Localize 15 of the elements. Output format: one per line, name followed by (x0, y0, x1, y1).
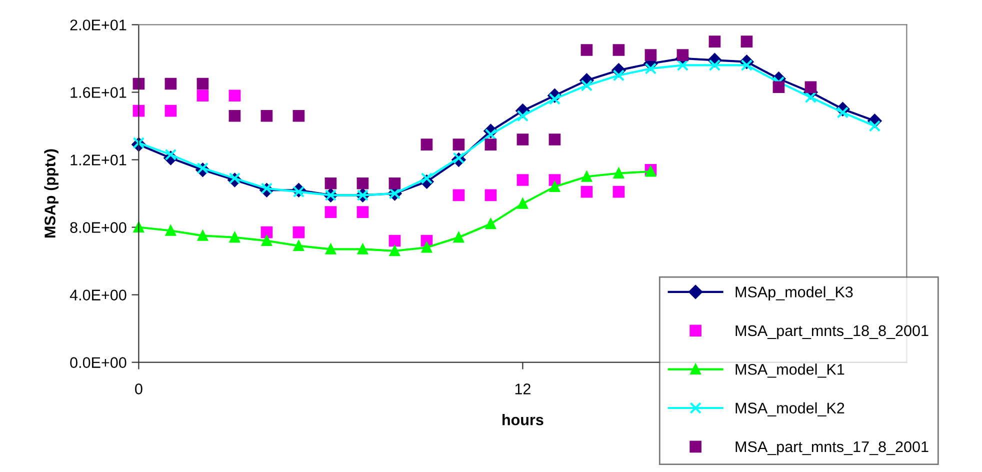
legend-label: MSA_model_K2 (736, 402, 844, 416)
y-tick-label: 1.2E+01 (70, 154, 126, 166)
y-tick-label: 8.0E+00 (70, 222, 126, 233)
x-axis-title: hours (502, 414, 544, 426)
legend-label: MSA_part_mnts_17_8_2001 (736, 441, 928, 456)
legend-label: MSA_part_mnts_18_8_2001 (736, 325, 928, 340)
y-tick-label: 0.0E+00 (70, 357, 126, 368)
legend-label: MSA_model_K1 (736, 364, 844, 378)
y-tick-label: 1.6E+01 (70, 87, 126, 98)
x-tick-label: 0 (135, 384, 142, 394)
y-tick-label: 4.0E+00 (70, 290, 126, 300)
legend-label: MSAp_model_K3 (736, 286, 853, 300)
x-tick-label: 12 (515, 384, 530, 394)
y-tick-label: 2.0E+01 (70, 20, 126, 30)
y-axis-title: MSAp (pptv) (44, 149, 58, 238)
